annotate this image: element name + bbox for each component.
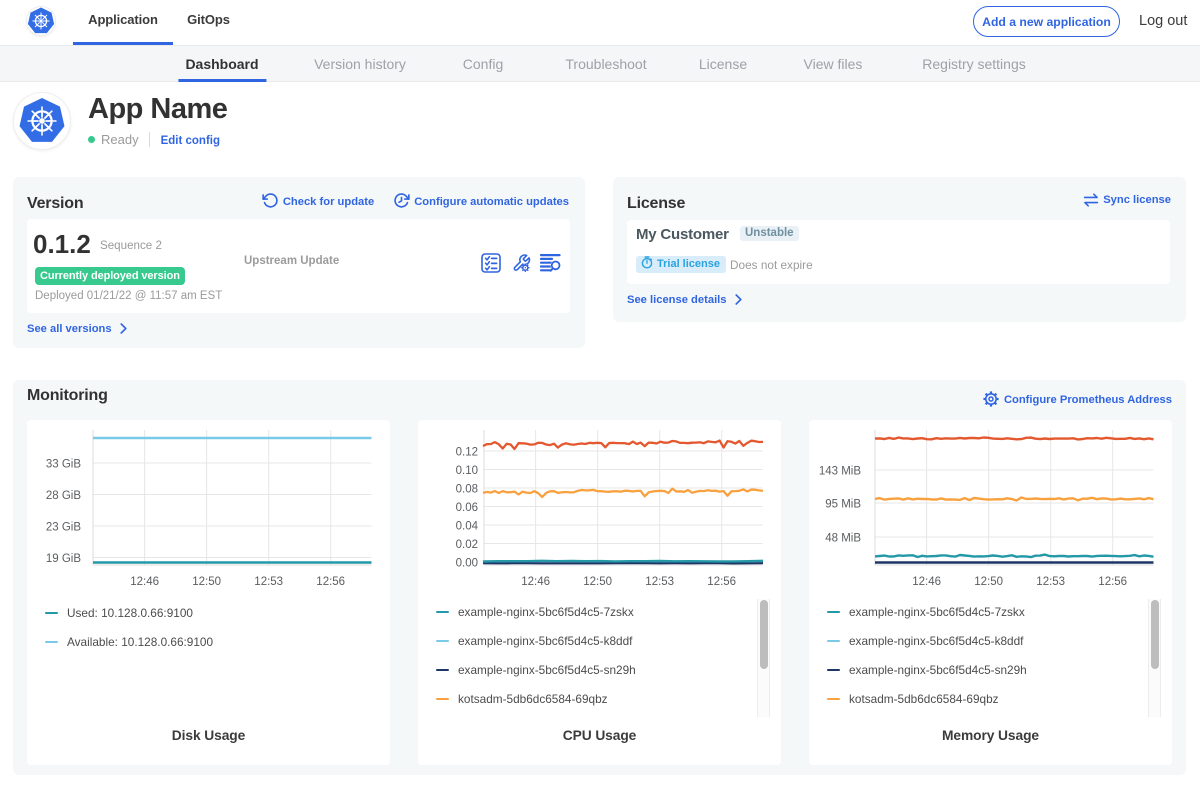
svg-text:0.02: 0.02: [456, 539, 478, 551]
svg-text:12:56: 12:56: [316, 576, 345, 588]
svg-text:0.08: 0.08: [456, 484, 478, 496]
svg-text:12:50: 12:50: [583, 576, 612, 588]
svg-text:33 GiB: 33 GiB: [46, 459, 81, 471]
svg-text:12:53: 12:53: [1036, 576, 1065, 588]
svg-text:12:53: 12:53: [645, 576, 674, 588]
svg-text:12:56: 12:56: [707, 576, 736, 588]
svg-text:0.10: 0.10: [456, 465, 478, 477]
svg-text:48 MiB: 48 MiB: [825, 533, 861, 545]
svg-text:0.04: 0.04: [456, 521, 479, 533]
svg-text:12:56: 12:56: [1098, 576, 1127, 588]
svg-text:0.00: 0.00: [456, 558, 478, 570]
svg-text:0.06: 0.06: [456, 502, 478, 514]
svg-text:12:50: 12:50: [192, 576, 221, 588]
svg-text:12:46: 12:46: [521, 576, 550, 588]
svg-text:23 GiB: 23 GiB: [46, 522, 81, 534]
svg-text:143 MiB: 143 MiB: [819, 466, 862, 478]
svg-text:0.12: 0.12: [456, 447, 478, 459]
svg-text:95 MiB: 95 MiB: [825, 499, 861, 511]
svg-text:12:53: 12:53: [254, 576, 283, 588]
svg-text:12:46: 12:46: [130, 576, 159, 588]
svg-text:12:50: 12:50: [974, 576, 1003, 588]
svg-text:19 GiB: 19 GiB: [46, 553, 81, 565]
svg-text:12:46: 12:46: [912, 576, 941, 588]
svg-text:28 GiB: 28 GiB: [46, 490, 81, 502]
